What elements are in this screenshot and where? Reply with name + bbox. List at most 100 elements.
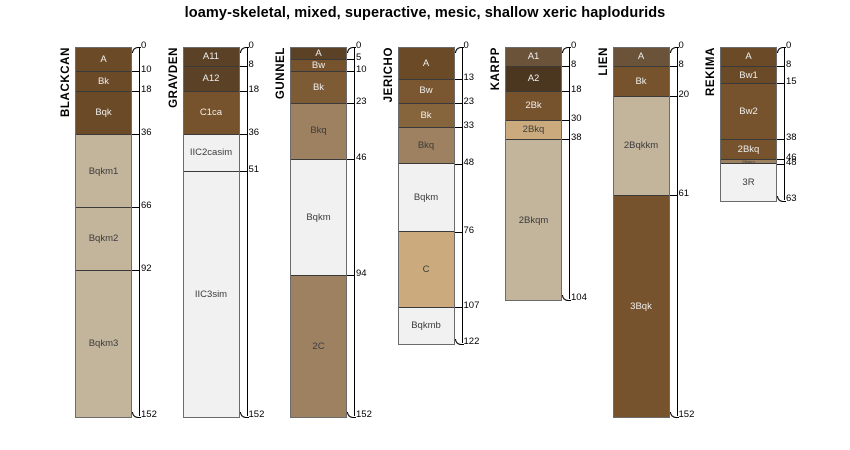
horizon-layer[interactable]: C1ca [183,91,239,136]
horizon-layer[interactable]: 2Bk [506,91,561,121]
horizon-layer[interactable]: Bw [398,79,454,104]
axis-tick-mark [239,66,247,68]
axis-spine [354,47,355,416]
horizon-layer[interactable]: A12 [183,67,239,92]
axis-tick-mark [777,163,784,165]
axis-tick-mark [454,102,462,104]
axis-tick-mark [454,127,462,129]
page-title: loamy-skeletal, mixed, superactive, mesi… [184,5,666,21]
horizon-layer[interactable]: Bw1 [721,67,776,85]
axis-tick-mark [562,295,571,302]
axis-tick-mark [132,207,139,209]
axis-tick-mark [454,306,462,308]
profile-karpp: KARPP A1 A2 2Bk 2Bkq 2Bkqm 0 8 18 30 38 104 [490,41,587,302]
horizon-label: Bkq [417,140,435,152]
horizon-layer[interactable]: A [613,48,669,68]
axis-tick-mark [669,47,679,53]
axis-tick-label: 104 [571,292,587,304]
axis-tick-label: 0 [356,40,362,51]
profile-column: A1 A2 2Bk 2Bkq 2Bkqm [505,47,562,302]
horizon-layer[interactable]: Bqkm [291,159,346,277]
profile-name-label: REKIMA [705,47,717,96]
axis-tick-mark [669,95,677,97]
axis-tick-mark [669,66,677,68]
horizon-label: Bw1 [739,69,758,81]
depth-axis: 0 13 23 33 48 76 107 122 [454,41,501,346]
horizon-layer[interactable]: A1 [506,48,561,68]
profile-column-wrapper: A Bw Bk Bkq Bqkm 2C 0 5 10 23 46 94 152 [290,41,372,419]
axis-tick-label: 38 [786,132,797,144]
horizon-layer[interactable]: Bqkm3 [76,271,131,417]
axis-tick-label: 8 [678,59,684,71]
horizon-layer[interactable]: Bw [291,60,346,73]
horizon-layer[interactable]: Bqkm1 [76,135,131,209]
axis-tick-label: 0 [571,40,577,51]
profile-column: A Bk Bqk Bqkm1 Bqkm2 Bqkm3 [75,47,132,418]
horizon-layer[interactable]: Bk [398,103,454,129]
horizon-layer[interactable]: A [76,48,131,73]
axis-tick-mark [132,90,139,92]
horizon-layer[interactable]: A [291,48,346,61]
horizon-layer[interactable]: 3R [721,164,776,201]
horizon-label: 2C [312,340,325,352]
axis-tick-label: 8 [786,59,792,71]
axis-tick-mark [239,134,247,136]
axis-tick-label: 48 [786,156,797,168]
axis-tick-label: 48 [463,156,475,168]
axis-tick-mark [669,195,677,197]
horizon-layer[interactable]: IIC3sim [183,171,239,417]
horizon-layer[interactable]: 2Bkq [506,120,561,141]
depth-axis: 0 8 20 61 152 [669,41,716,419]
horizon-label: 2Bkq [737,143,760,155]
horizon-layer[interactable]: A11 [183,48,239,68]
axis-tick-mark [669,412,679,418]
horizon-layer[interactable]: Bqkmb [398,307,454,345]
horizon-label: Bk [420,109,432,121]
profile-name-label: BLACKCAN [60,47,72,117]
axis-tick-label: 10 [141,64,152,76]
horizon-layer[interactable]: Bkq [398,128,454,165]
axis-tick-mark [347,275,354,277]
horizon-layer[interactable]: Bk [291,72,346,104]
axis-tick-mark [347,102,354,104]
profile-name-label: GRAVDEN [167,47,180,108]
axis-tick-mark [454,339,464,346]
horizon-layer[interactable]: Bqkm2 [76,208,131,272]
horizon-layer[interactable]: Bk [613,67,669,97]
horizon-label: 2Bqkkm [623,140,659,152]
horizon-layer[interactable]: C [398,232,454,308]
horizon-layer[interactable]: A [398,48,454,80]
horizon-layer[interactable]: 2Bkq [721,140,776,160]
axis-tick-label: 20 [678,88,690,100]
horizon-layer[interactable]: 2C [291,276,346,417]
horizon-layer[interactable]: Bqk [76,91,131,136]
horizon-layer[interactable]: Bk [76,72,131,92]
axis-tick-mark [239,412,249,418]
profile-column-wrapper: A Bk Bqk Bqkm1 Bqkm2 Bqkm3 0 10 18 36 66 92 152 [75,41,157,419]
axis-tick-label: 46 [786,151,797,163]
horizon-layer[interactable]: A2 [506,67,561,92]
horizon-label: Bqk [95,107,112,119]
depth-axis: 0 8 18 36 51 152 [239,41,286,419]
horizon-label: C [422,263,430,275]
horizon-label: Bqkm [306,211,331,223]
horizon-layer[interactable]: 3Bqk [613,196,669,417]
profile-name-label: LIEN [597,47,610,76]
axis-spine [246,47,248,416]
horizon-label: 2Bkqm [518,214,549,226]
horizon-layer[interactable]: A [721,48,776,68]
horizon-label: 2Bqkm [742,159,755,164]
axis-spine [569,47,570,300]
horizon-layer[interactable]: Bqkm [398,164,454,233]
horizon-layer[interactable]: Bw2 [721,84,776,141]
axis-tick-label: 36 [248,127,260,139]
horizon-layer[interactable]: IIC2casim [183,135,239,172]
horizon-layer[interactable]: 2Bkqm [506,140,561,301]
profile-name-label: KARPP [490,47,502,91]
axis-tick-mark [562,119,569,121]
horizon-layer[interactable]: Bkq [291,103,346,160]
axis-tick-label: 36 [141,127,152,139]
horizon-label: Bw2 [739,106,758,118]
depth-axis: 0 8 15 38 46 48 63 [777,41,823,203]
horizon-layer[interactable]: 2Bqkkm [613,96,669,197]
